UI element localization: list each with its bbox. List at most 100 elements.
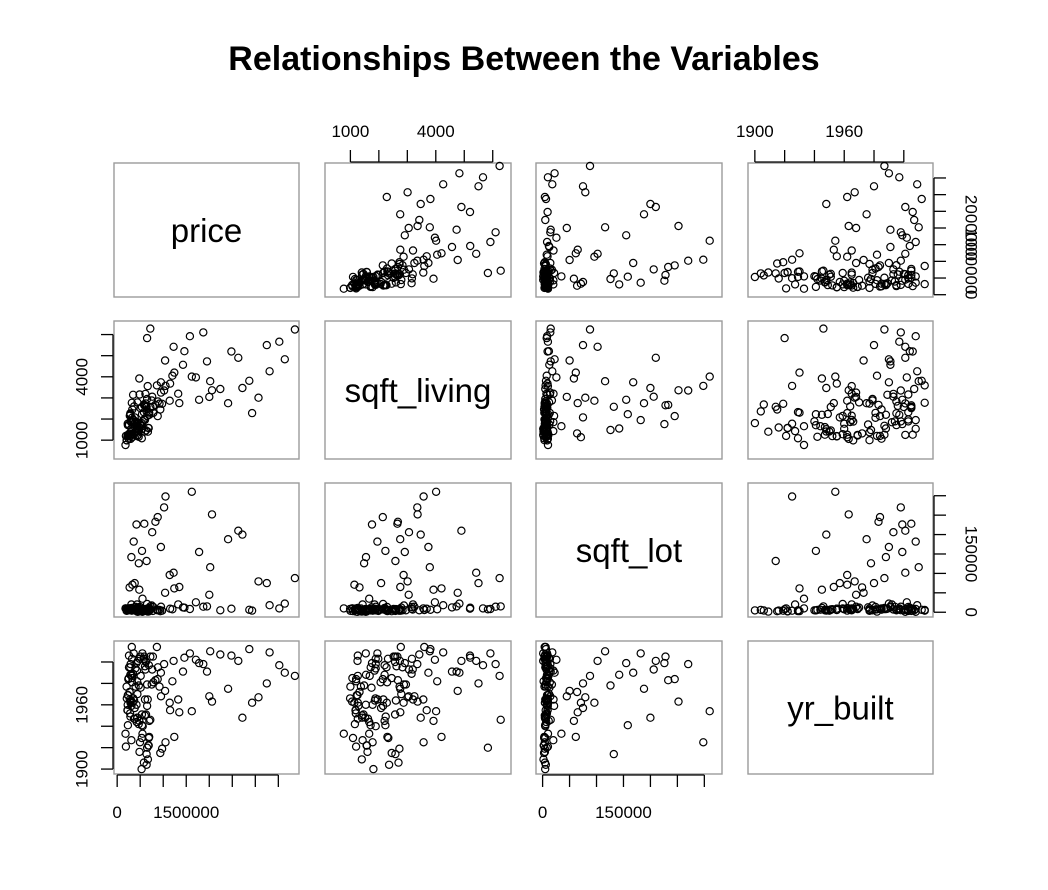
data-point — [543, 337, 553, 346]
data-point — [495, 671, 504, 681]
data-point — [135, 374, 144, 383]
data-point — [866, 559, 876, 568]
data-point — [851, 223, 861, 233]
data-point — [393, 270, 402, 280]
data-point — [393, 517, 403, 527]
data-point — [705, 707, 714, 716]
data-point — [262, 679, 271, 688]
data-point — [452, 225, 461, 234]
data-point — [843, 252, 852, 261]
data-point — [799, 284, 809, 293]
data-point — [391, 696, 401, 705]
data-point — [854, 603, 864, 612]
data-point — [134, 425, 143, 435]
data-point — [917, 376, 926, 385]
data-point — [146, 715, 155, 725]
data-point — [541, 644, 551, 654]
data-point — [429, 274, 438, 283]
data-point — [378, 512, 387, 522]
variable-label-sqft_lot: sqft_lot — [576, 532, 682, 569]
panel-price-vs-sqft_living — [324, 161, 512, 298]
data-point — [847, 600, 856, 609]
data-point — [896, 256, 906, 265]
data-point — [153, 512, 162, 522]
data-point — [422, 706, 431, 715]
data-point — [901, 342, 910, 351]
data-point — [265, 601, 274, 610]
data-point — [187, 707, 196, 716]
data-point — [161, 381, 170, 391]
tick-label: 1900 — [72, 750, 91, 788]
data-point — [889, 528, 898, 537]
data-point — [911, 278, 920, 287]
panel-frame — [113, 162, 300, 298]
data-point — [684, 386, 693, 395]
tick-label: 1960 — [825, 122, 863, 141]
data-point — [550, 169, 559, 178]
data-point — [345, 694, 355, 703]
data-point — [544, 398, 554, 407]
data-point — [578, 277, 588, 287]
data-point — [408, 600, 418, 609]
data-point — [486, 649, 495, 658]
data-point — [549, 418, 558, 427]
data-point — [393, 676, 403, 685]
data-point — [540, 400, 550, 409]
data-point — [892, 281, 901, 290]
data-point — [649, 392, 658, 401]
data-point — [787, 419, 797, 428]
panel-frame — [747, 482, 934, 618]
data-point — [367, 520, 377, 529]
data-point — [180, 603, 189, 612]
data-point — [548, 180, 557, 189]
data-point — [194, 658, 204, 668]
data-point — [844, 386, 853, 395]
data-point — [135, 747, 144, 757]
data-point — [911, 604, 920, 614]
data-point — [905, 603, 915, 612]
data-point — [205, 377, 215, 386]
data-point — [419, 255, 428, 264]
data-point — [128, 390, 138, 399]
data-point — [799, 422, 809, 431]
data-point — [651, 353, 661, 362]
panel-frame — [535, 162, 723, 298]
data-point — [911, 237, 920, 247]
data-point — [238, 530, 247, 539]
data-point — [898, 276, 907, 285]
data-point — [457, 526, 466, 535]
variable-label-price: price — [171, 212, 243, 249]
data-point — [590, 252, 599, 261]
data-point — [199, 328, 208, 337]
chart-title: Relationships Between the Variables — [228, 40, 819, 78]
data-point — [124, 651, 134, 660]
data-point — [543, 706, 552, 715]
data-point — [391, 269, 400, 278]
data-point — [351, 742, 361, 751]
data-point — [355, 281, 364, 290]
data-point — [883, 390, 892, 399]
panel-sqft_living-vs-sqft_lot — [535, 320, 723, 460]
data-point — [896, 503, 906, 512]
data-point — [496, 602, 505, 611]
data-point — [223, 399, 233, 408]
data-point — [539, 677, 548, 686]
data-point — [131, 664, 140, 673]
data-point — [127, 552, 136, 562]
axis-left-sqft_living: 1000 4000 — [72, 333, 114, 459]
data-point — [542, 743, 551, 752]
data-point — [649, 665, 658, 674]
data-point — [381, 546, 390, 556]
data-point — [275, 604, 284, 613]
data-point — [370, 666, 379, 675]
data-point — [199, 659, 208, 669]
data-point — [413, 510, 422, 519]
data-point — [886, 360, 895, 369]
data-point — [223, 684, 233, 694]
panel-frame — [535, 640, 723, 775]
axis-bottom-price: 0 1500000 — [112, 774, 279, 822]
data-point — [419, 268, 428, 277]
data-point — [874, 262, 883, 272]
data-point — [144, 732, 154, 742]
data-point — [161, 738, 170, 747]
